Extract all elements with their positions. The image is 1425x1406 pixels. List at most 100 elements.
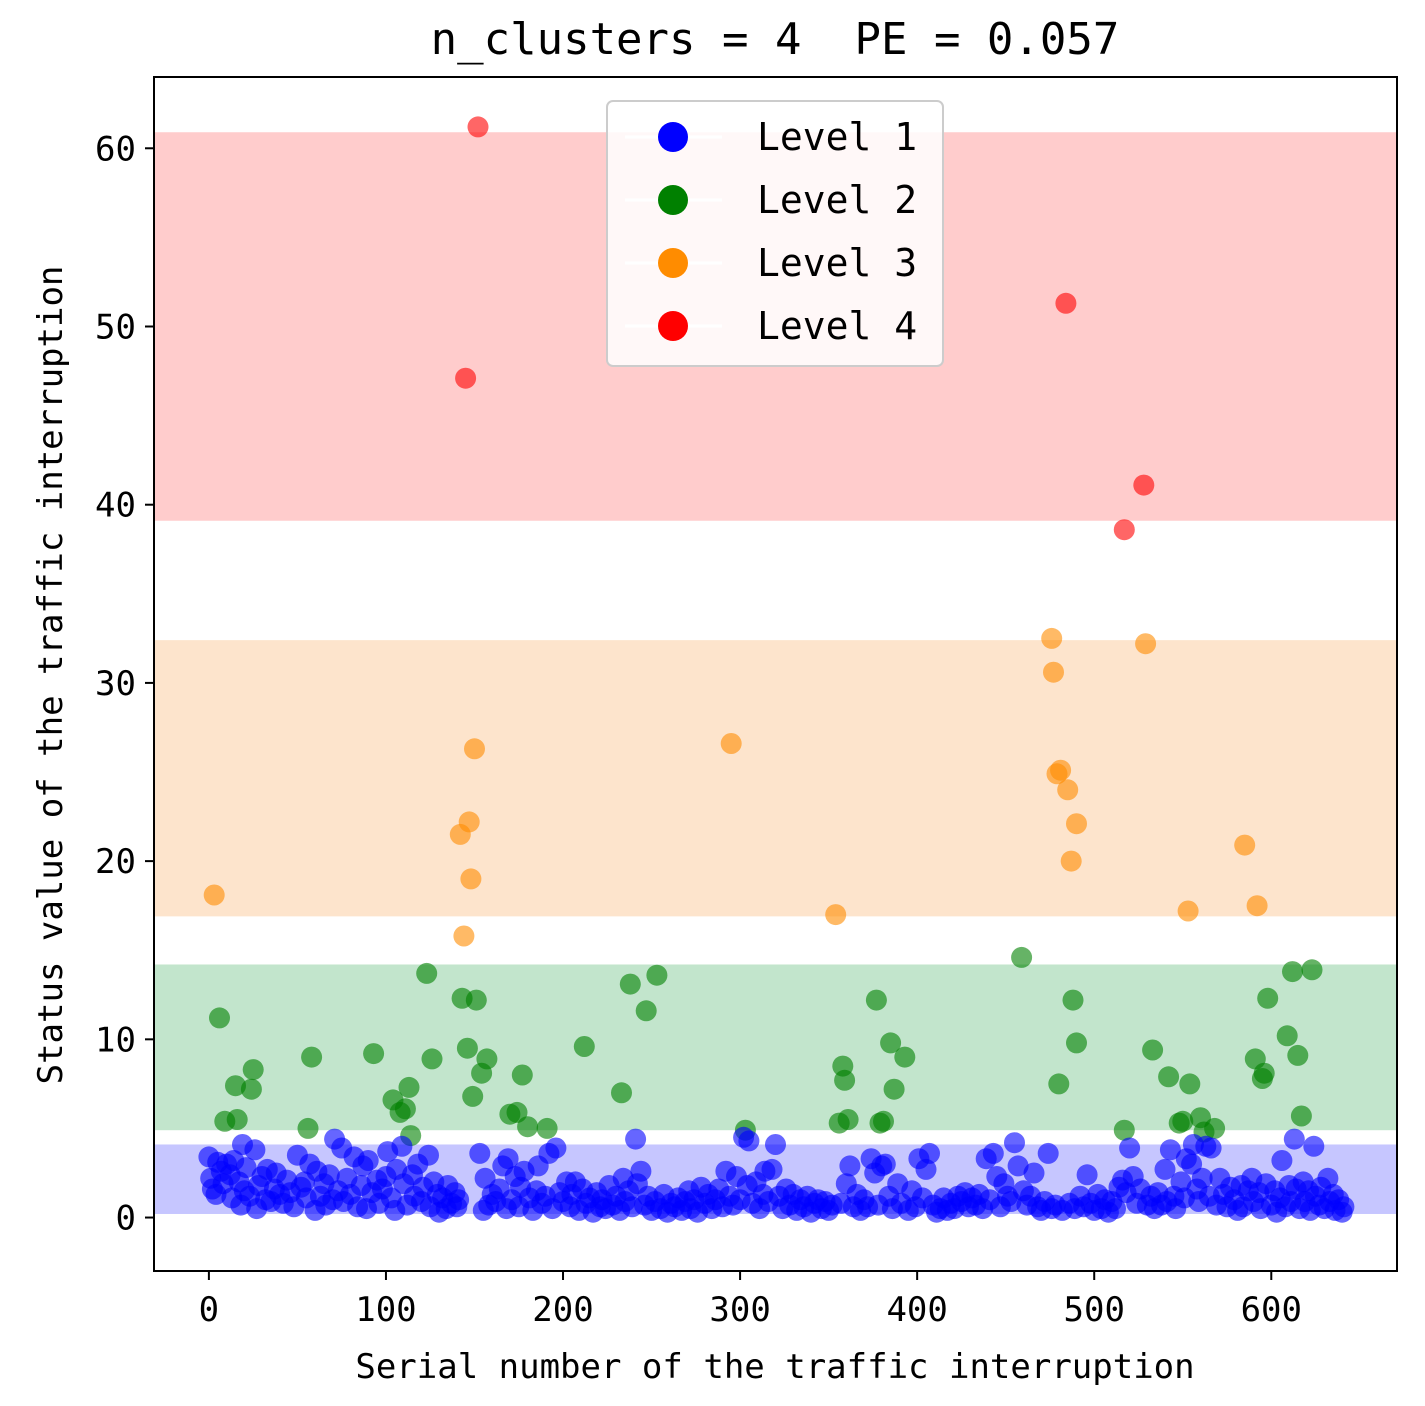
x-tick-label: 0 [199,1290,219,1330]
legend-marker-level-4 [658,311,688,341]
point-level-2 [1158,1066,1180,1088]
point-level-1 [469,1142,491,1164]
point-level-1 [545,1137,567,1159]
point-level-2 [873,1110,894,1132]
y-tick-label: 60 [95,129,136,169]
point-level-2 [1066,1032,1087,1054]
point-level-2 [394,1098,416,1120]
y-tick-label: 30 [95,664,136,704]
point-level-2 [837,1109,859,1130]
point-level-1 [1283,1128,1305,1150]
point-level-2 [1290,1105,1312,1127]
point-level-2 [894,1046,916,1068]
point-level-2 [517,1116,539,1138]
point-level-2 [1113,1119,1135,1141]
y-tick-label: 0 [116,1199,136,1239]
point-level-2 [1011,946,1033,968]
point-level-1 [738,1130,760,1152]
point-level-4 [467,116,489,138]
plot-frame [153,76,1398,1272]
point-level-1 [357,1150,379,1171]
point-level-1 [915,1158,937,1180]
point-level-2 [240,1078,262,1100]
point-level-2 [1287,1044,1309,1066]
x-tick-label: 500 [1064,1290,1125,1330]
point-level-4 [1055,292,1077,314]
point-level-2 [619,973,641,995]
point-level-2 [297,1117,319,1139]
point-level-2 [226,1109,248,1130]
point-level-1 [839,1155,861,1177]
point-level-2 [363,1043,385,1065]
point-level-2 [1179,1073,1201,1095]
point-level-2 [225,1075,246,1097]
point-level-3 [1246,895,1268,917]
x-tick-label: 100 [355,1290,416,1330]
point-level-2 [1282,961,1303,983]
y-tick-label: 20 [95,842,136,882]
point-level-2 [209,1007,230,1029]
point-level-2 [242,1059,264,1081]
point-level-2 [1253,1062,1275,1084]
y-tick-label: 50 [95,307,136,347]
point-level-3 [453,925,475,947]
x-axis-label: Serial number of the traffic interruptio… [355,1347,1194,1387]
point-level-1 [874,1153,896,1175]
x-tick-label: 200 [532,1290,593,1330]
point-level-2 [1204,1117,1226,1139]
point-level-1 [1007,1155,1029,1177]
point-level-1 [1119,1137,1141,1159]
point-level-1 [1303,1135,1325,1157]
point-level-2 [611,1082,632,1104]
point-level-4 [1133,474,1155,496]
point-level-2 [506,1101,528,1123]
x-tick-label: 400 [886,1290,947,1330]
point-level-2 [476,1048,498,1070]
point-level-3 [1050,759,1072,781]
series-level-3 [203,627,1268,947]
point-level-1 [1159,1139,1181,1161]
legend-marker-level-1 [658,122,688,152]
point-level-3 [720,733,742,754]
series-level-4 [455,116,1155,541]
point-level-3 [1041,627,1063,649]
point-level-2 [573,1036,595,1057]
legend-marker-level-3 [658,248,688,278]
legend-label-level-1: Level 1 [757,115,917,159]
point-level-2 [456,1037,478,1059]
point-level-1 [625,1128,647,1150]
x-tick-label: 300 [709,1290,770,1330]
point-level-2 [465,989,487,1011]
point-level-2 [1172,1110,1194,1132]
y-axis-label: Status value of the traffic interruption [31,266,71,1085]
point-level-2 [1142,1039,1164,1061]
point-level-2 [301,1046,323,1068]
point-level-2 [865,989,887,1011]
point-level-2 [646,964,668,986]
band-level-3 [155,640,1396,917]
point-level-2 [880,1032,902,1054]
point-level-3 [464,738,485,760]
x-tick-label: 600 [1241,1290,1302,1330]
point-level-1 [761,1158,783,1180]
point-level-2 [398,1076,420,1098]
legend-box [606,100,944,367]
point-level-2 [416,962,438,984]
y-axis-ticks: 0 10 20 30 40 50 60 [95,129,154,1239]
point-level-1 [497,1148,519,1170]
point-level-1 [1023,1162,1045,1184]
point-level-3 [1135,633,1157,655]
band-level-2 [155,964,1396,1131]
point-level-1 [418,1144,439,1166]
point-level-1 [919,1142,940,1164]
point-level-1 [318,1164,340,1186]
point-level-2 [1276,1025,1298,1047]
point-level-2 [883,1078,905,1100]
point-level-2 [1257,987,1279,1009]
point-level-1 [1105,1198,1126,1220]
point-level-3 [458,811,480,833]
point-level-2 [1062,989,1084,1011]
point-level-3 [1060,850,1082,872]
